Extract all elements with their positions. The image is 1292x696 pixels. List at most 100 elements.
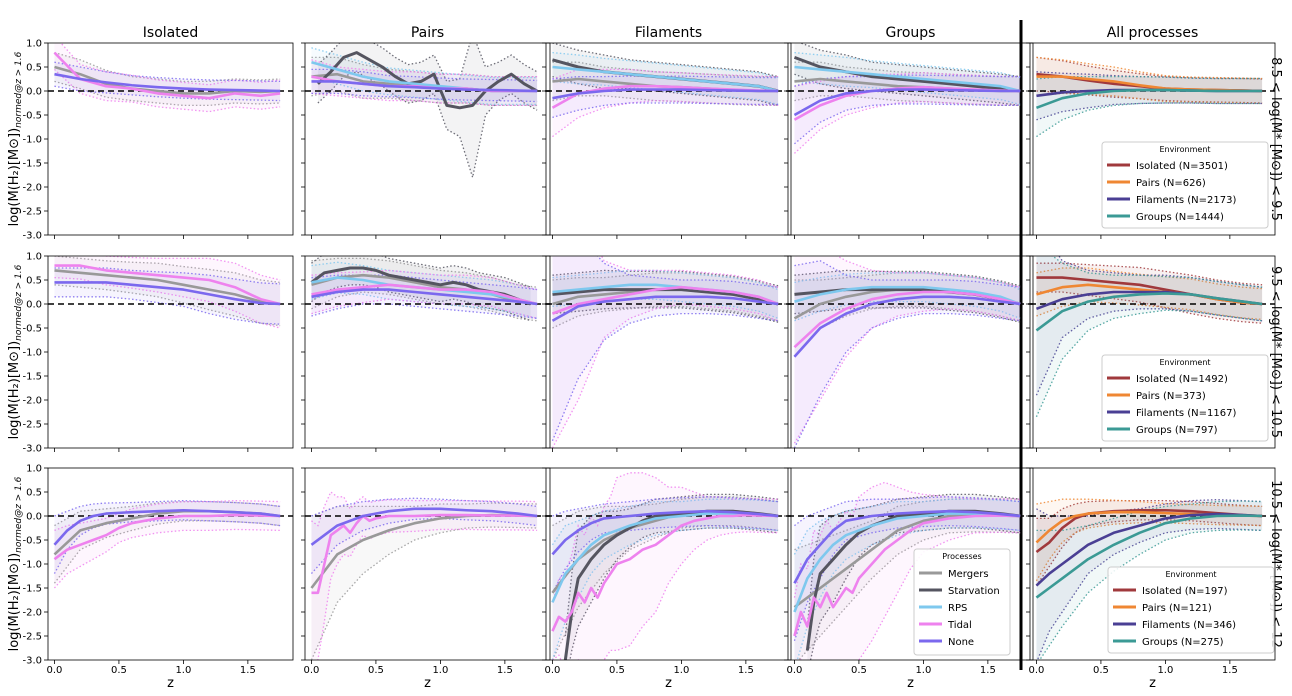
panel-r1-c0: 1.0 0.5 0.0 -0.5 -1.0 -1.5 -2.0 -2.5 -3.0 — [22, 252, 294, 455]
x-tick-label: 0.0 — [303, 665, 319, 676]
y-tick-label: 0.0 — [26, 512, 42, 523]
x-tick-label: 1.5 — [497, 665, 513, 676]
y-tick-label: -2.0 — [22, 608, 42, 619]
y-tick-label: 1.0 — [26, 252, 42, 263]
band-lower-none — [311, 92, 538, 103]
line-mergers — [54, 269, 281, 306]
y-tick-label: 0.5 — [26, 276, 42, 287]
line-tidal — [311, 513, 538, 595]
band-lower-none — [310, 517, 538, 575]
legend-label: Isolated (N=197) — [1142, 586, 1228, 597]
band-mergers — [54, 256, 281, 326]
line-none — [552, 88, 779, 100]
y-tick-label: -1.5 — [22, 159, 42, 170]
line-tidal — [551, 285, 779, 315]
band-none — [552, 256, 779, 441]
panel-plot-area — [788, 43, 1033, 154]
legend-title: Environment — [1159, 358, 1210, 367]
x-tick-label: 1.0 — [432, 665, 448, 676]
line-tidal — [311, 283, 538, 306]
legend-label: Pairs (N=373) — [1136, 391, 1206, 402]
band-tidal — [794, 482, 1021, 660]
y-tick-label: -0.5 — [22, 111, 42, 122]
y-axis-label: log(M(H₂)[M⊙])normed@z > 1.6 — [7, 476, 24, 651]
band-upper-mergers — [54, 51, 281, 83]
process-legend: Processes Mergers Starvation RPS Tidal None — [913, 548, 1011, 656]
band-lower-filaments — [1036, 527, 1263, 660]
panel-r0-c0: 1.0 0.5 0.0 -0.5 -1.0 -1.5 -2.0 -2.5 -3.0 — [22, 39, 294, 242]
band-none — [552, 76, 779, 118]
band-tidal — [552, 69, 779, 137]
line-none — [54, 281, 281, 306]
band-lower-none — [551, 524, 779, 594]
line-tidal — [54, 264, 281, 306]
line-none — [551, 509, 779, 556]
y-tick-label: -3.0 — [22, 231, 42, 242]
x-axis-label: z — [167, 676, 174, 691]
legend-title: Processes — [942, 552, 981, 561]
line-none — [53, 508, 281, 546]
line-none — [54, 72, 281, 93]
line-none — [793, 509, 1021, 584]
y-tick-label: 0.0 — [26, 300, 42, 311]
band-upper-starvation — [311, 256, 531, 288]
column-title-1: Pairs — [411, 25, 444, 41]
y-axis-label-main: log(M(H₂)[M⊙]) — [7, 553, 22, 652]
band-upper-tidal — [600, 256, 779, 288]
band-mergers — [311, 503, 538, 660]
line-tidal — [53, 513, 281, 561]
column-title-0: Isolated — [143, 25, 198, 41]
legend-label: Pairs (N=121) — [1142, 603, 1212, 614]
x-tick-label: 0.5 — [1093, 665, 1109, 676]
y-tick-label: 1.0 — [26, 39, 42, 50]
x-tick-label: 1.5 — [1222, 665, 1238, 676]
band-lower-tidal — [552, 531, 779, 660]
panel-r0-c4 — [1026, 42, 1276, 239]
panel-plot-area — [788, 481, 1033, 660]
line-tidal — [53, 51, 281, 100]
band-lower-isolated — [1036, 90, 1263, 104]
line-none — [551, 295, 779, 322]
y-tick-label: -2.5 — [22, 632, 42, 643]
panel-plot-area — [546, 43, 791, 138]
band-tidal — [54, 256, 281, 328]
legend-label: Filaments (N=346) — [1142, 620, 1236, 631]
panel-r1-c3 — [784, 255, 1034, 452]
band-lower-mergers — [551, 524, 779, 660]
panel-plot-area — [305, 43, 550, 180]
x-axis-label: z — [1149, 676, 1156, 691]
band-lower-starvation — [311, 284, 531, 322]
band-lower-mergers — [53, 520, 281, 584]
band-upper-rps — [551, 498, 779, 546]
panel-r0-c1 — [301, 42, 551, 239]
band-none — [552, 496, 779, 593]
band-upper-none — [311, 68, 538, 82]
band-rps — [552, 270, 779, 319]
y-axis-label: log(M(H₂)[M⊙])normed@z > 1.6 — [7, 264, 24, 439]
legend-label: None — [948, 637, 974, 648]
band-pairs — [1036, 499, 1263, 581]
legend-box — [1107, 566, 1275, 654]
y-tick-label: -2.5 — [22, 420, 42, 431]
band-starvation — [317, 43, 538, 178]
legend-box — [1101, 141, 1269, 229]
band-upper-tidal — [54, 499, 281, 532]
line-groups — [1035, 514, 1263, 599]
panel-r0-c2 — [542, 42, 792, 239]
column-title-2: Filaments — [635, 25, 702, 41]
panel-plot-area — [546, 256, 791, 448]
band-lower-rps — [794, 300, 1021, 322]
y-tick-label: -2.0 — [22, 183, 42, 194]
y-tick-label: 0.5 — [26, 488, 42, 499]
y-tick-label: 0.0 — [26, 87, 42, 98]
y-tick-label: -1.0 — [22, 560, 42, 571]
y-axis-label-subscript: normed@z > 1.6 — [14, 51, 24, 128]
band-lower-mergers — [54, 80, 281, 107]
y-tick-label: -3.0 — [22, 444, 42, 455]
x-tick-label: 1.0 — [673, 665, 689, 676]
band-filaments — [1036, 499, 1263, 660]
line-tidal — [793, 290, 1021, 349]
line-rps — [794, 65, 1021, 93]
line-starvation — [316, 51, 538, 110]
panel-r2-c0: 0.0 0.5 1.0 1.5z1.00.50.0-0.5-1.0-1.5-2.0-2… — [22, 464, 294, 691]
